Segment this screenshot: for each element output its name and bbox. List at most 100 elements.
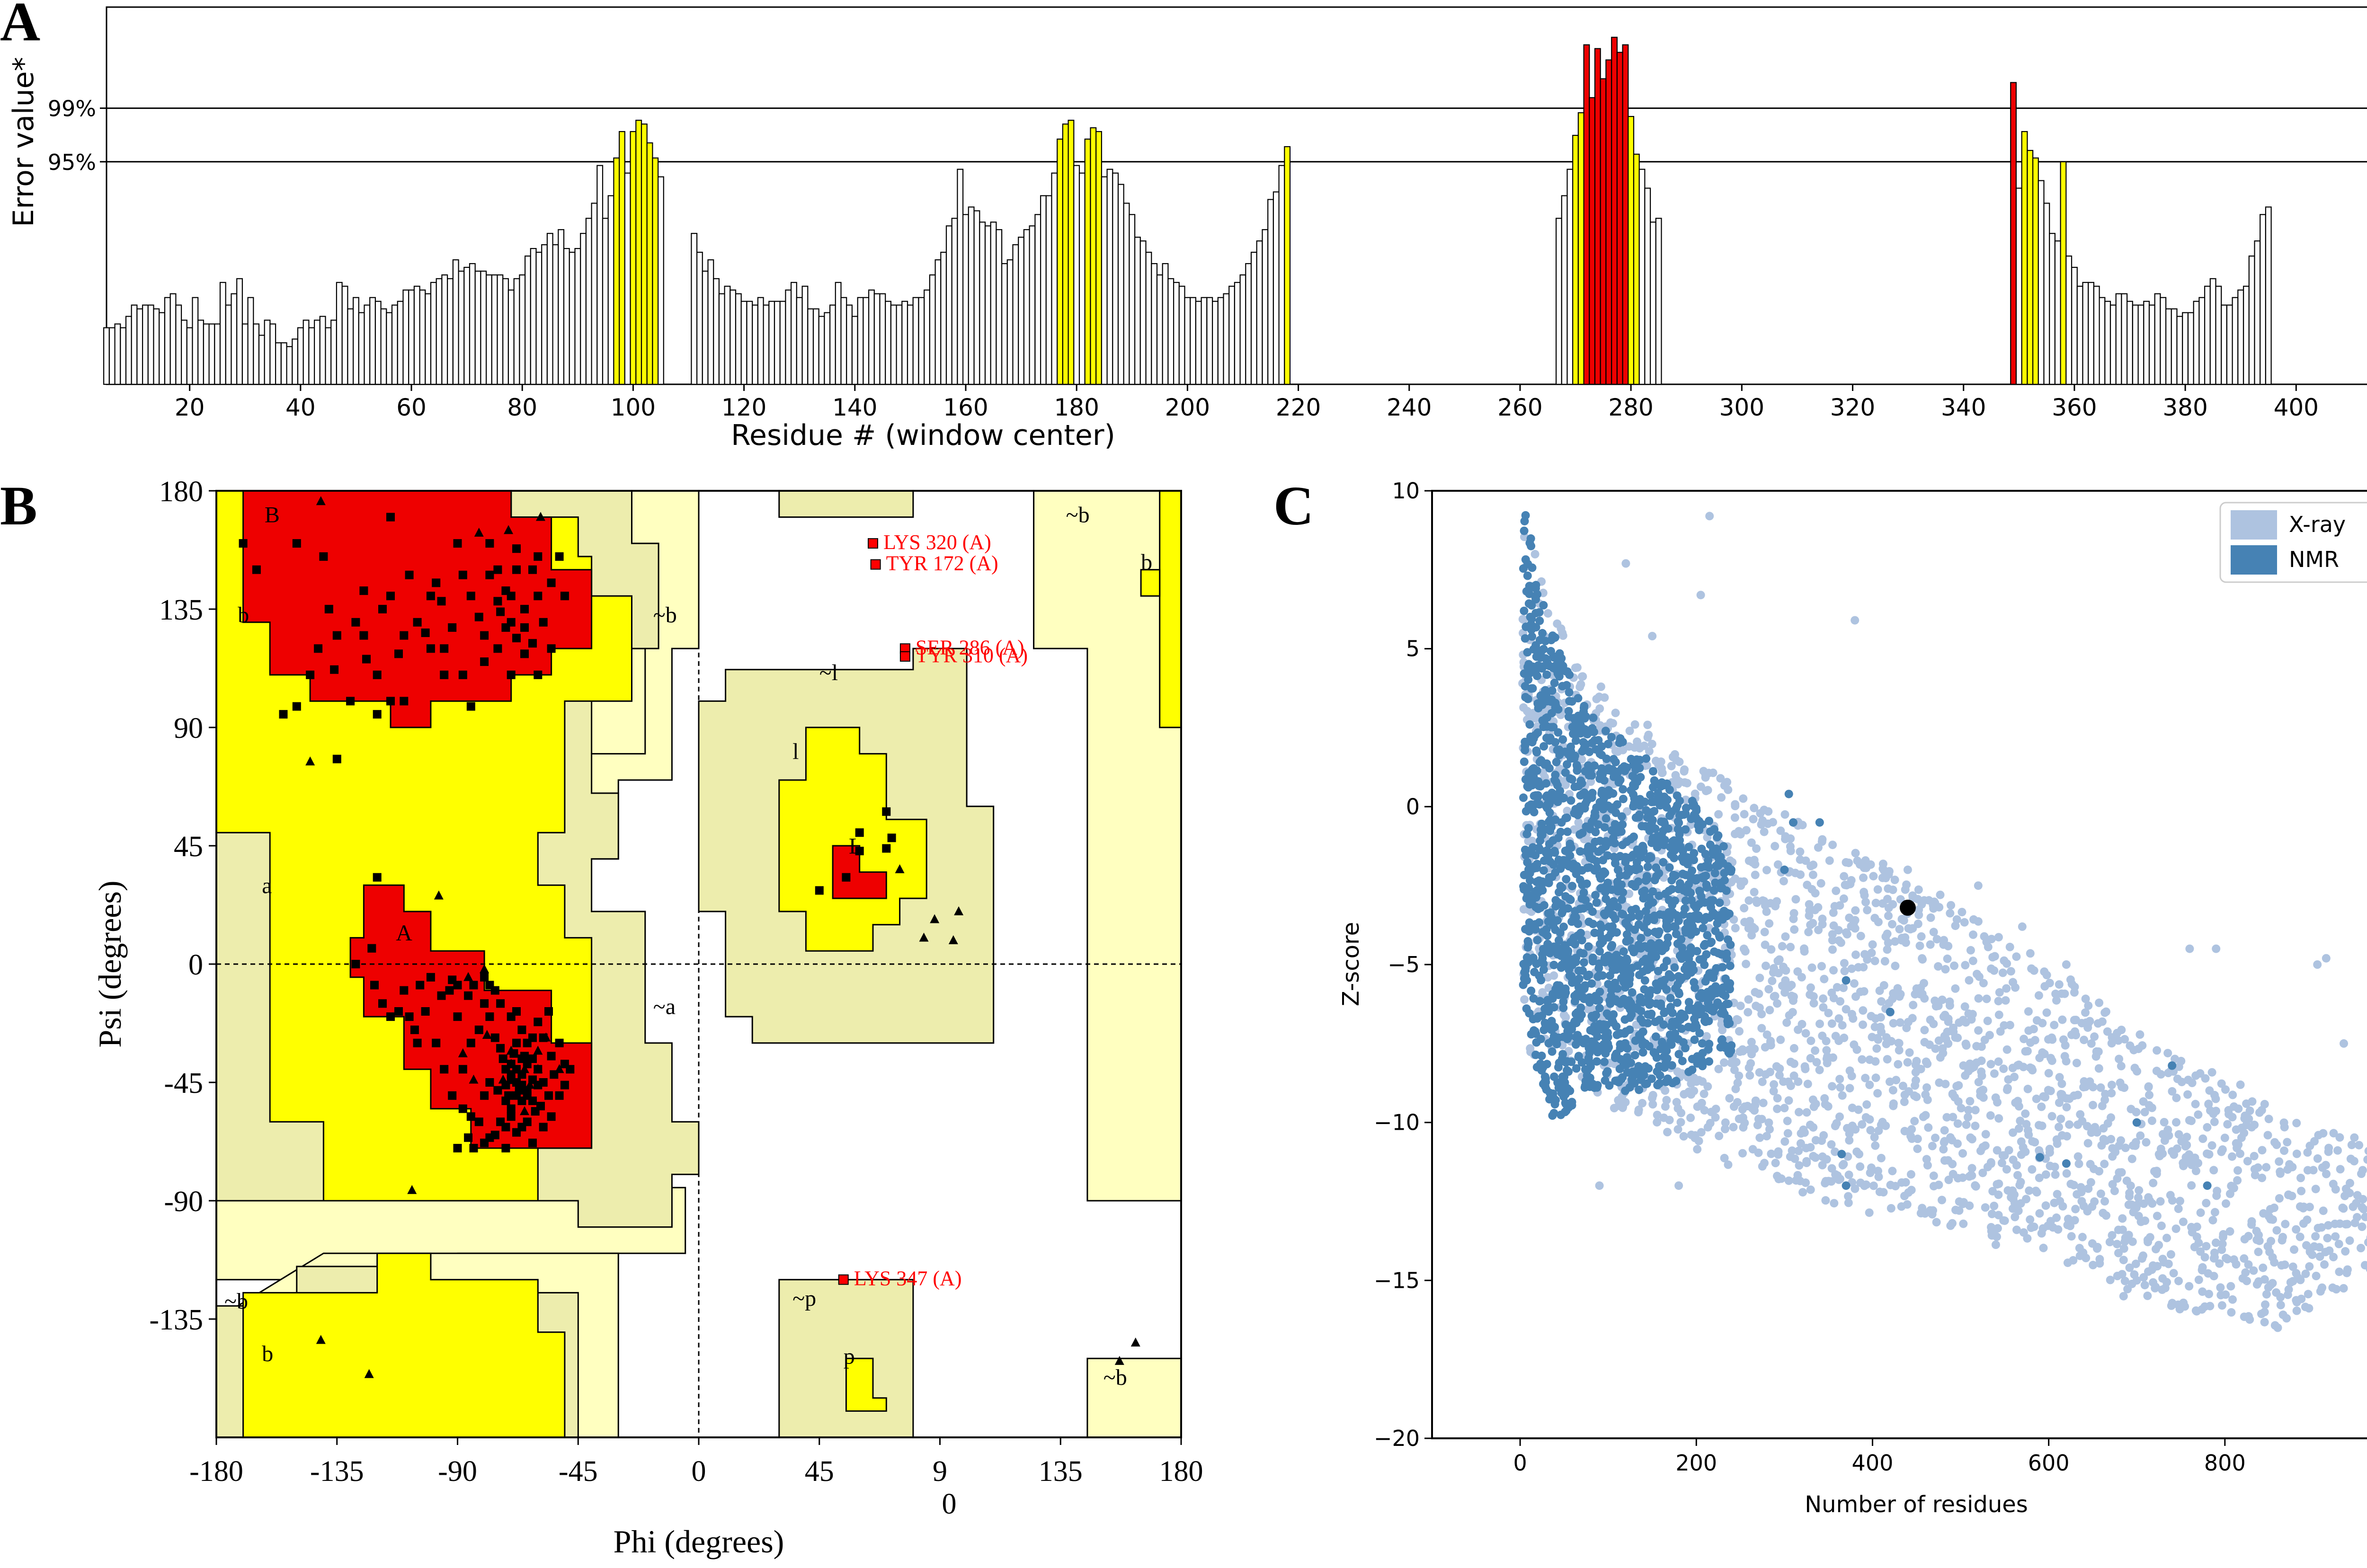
residue-point <box>496 1044 505 1053</box>
NMR-point <box>1597 742 1606 751</box>
X-ray-point <box>1957 1104 1966 1113</box>
X-ray-point <box>1850 979 1859 988</box>
errat-bar <box>325 327 332 385</box>
NMR-point <box>1552 758 1561 767</box>
X-ray-point <box>1844 1170 1853 1179</box>
X-ray-point <box>1836 1175 1844 1184</box>
NMR-point <box>1562 875 1571 884</box>
errat-bar <box>824 312 831 385</box>
residue-point <box>466 1112 475 1121</box>
errat-bar <box>801 285 809 385</box>
NMR-point <box>1592 857 1601 866</box>
NMR-point <box>1577 779 1586 788</box>
glycine-point <box>504 525 514 534</box>
NMR-point <box>1566 843 1575 852</box>
X-ray-point <box>1714 810 1723 819</box>
NMR-point <box>1653 985 1662 994</box>
X-ray-point <box>1662 1096 1671 1105</box>
X-ray-point <box>1934 962 1943 971</box>
NMR-point <box>1646 852 1655 861</box>
errat-bar <box>125 316 132 385</box>
X-ray-point <box>2086 1178 2095 1187</box>
NMR-point <box>1603 1067 1612 1076</box>
X-ray-point <box>1994 1057 2003 1066</box>
errat-bar <box>929 274 936 385</box>
X-ray-point <box>1915 941 1924 950</box>
errat-bar <box>1101 176 1108 385</box>
errat-bar <box>1245 263 1252 385</box>
X-ray-point <box>1988 953 1997 962</box>
NMR-point <box>1595 1004 1604 1013</box>
X-ray-point <box>2270 1138 2279 1147</box>
residue-point <box>560 1081 569 1090</box>
X-ray-point <box>2172 1093 2181 1102</box>
errat-bar <box>912 297 919 385</box>
allowed-region <box>778 491 914 518</box>
errat-bar <box>2038 180 2045 385</box>
residue-point <box>405 1012 414 1021</box>
X-ray-point <box>1786 1081 1795 1090</box>
NMR-point <box>1619 785 1628 794</box>
errat-bar <box>585 218 592 385</box>
rama-outliers: LYS 320 (A)TYR 172 (A)SER 286 (A)TYR 310… <box>838 531 1028 1290</box>
x-tick-label: 200 <box>1675 1450 1717 1476</box>
NMR-point <box>1527 684 1536 693</box>
X-ray-point <box>2292 1306 2301 1315</box>
X-ray-point <box>1694 1136 1703 1145</box>
X-ray-point <box>2021 1109 2030 1118</box>
X-ray-point <box>1747 931 1756 940</box>
X-ray-point <box>1883 930 1892 939</box>
residue-point <box>373 670 382 679</box>
X-ray-point <box>2240 1128 2249 1137</box>
X-ray-point <box>2072 1031 2080 1040</box>
X-ray-point <box>1824 1009 1833 1018</box>
errat-bar <box>2127 301 2133 385</box>
X-ray-point <box>1784 1096 1793 1105</box>
X-ray-point <box>1953 1139 1962 1148</box>
X-ray-point <box>1931 1044 1940 1053</box>
NMR-point <box>1550 633 1559 642</box>
X-ray-point <box>2118 1270 2127 1279</box>
residue-point <box>555 1038 564 1047</box>
errat-bar <box>1278 165 1285 385</box>
X-ray-point <box>1943 954 1952 963</box>
errat-bar <box>1566 168 1574 385</box>
X-ray-point <box>2250 1152 2259 1160</box>
errat-bar <box>2154 293 2161 385</box>
X-ray-point <box>2194 1276 2203 1285</box>
NMR-point <box>1700 941 1709 950</box>
residue-point <box>490 1033 499 1042</box>
errat-bar <box>1057 138 1063 385</box>
X-ray-point <box>1944 1014 1953 1023</box>
X-ray-point <box>1965 1201 1974 1210</box>
x-tick-label: -90 <box>438 1455 477 1488</box>
errat-bar <box>2193 301 2200 385</box>
NMR-point <box>1540 1019 1549 1028</box>
X-ray-point <box>2236 1149 2244 1158</box>
X-ray-point <box>2247 1217 2256 1226</box>
X-ray-point <box>1802 1159 1811 1167</box>
X-ray-point <box>1934 1036 1943 1045</box>
residue-point <box>437 597 446 606</box>
NMR-point <box>1609 1010 1618 1019</box>
X-ray-point <box>1714 1064 1723 1073</box>
X-ray-point <box>2021 1147 2030 1156</box>
NMR-point <box>1594 736 1603 744</box>
X-ray-point <box>2280 1260 2289 1269</box>
X-ray-outlier <box>1674 1181 1683 1190</box>
NMR-point <box>1618 820 1627 829</box>
X-ray-point <box>1740 810 1749 819</box>
X-ray-point <box>2220 1134 2229 1143</box>
errat-bar <box>713 278 720 385</box>
X-ray-point <box>1898 1081 1907 1090</box>
errat-bar <box>253 323 260 385</box>
X-ray-point <box>2209 1166 2218 1175</box>
X-ray-point <box>1787 981 1796 990</box>
X-ray-point <box>2191 1099 2200 1108</box>
errat-bar <box>1633 153 1640 385</box>
NMR-point <box>1660 835 1669 844</box>
X-ray-point <box>2358 1166 2367 1175</box>
x-tick-label: 180 <box>1159 1455 1203 1488</box>
X-ray-point <box>2056 1115 2065 1124</box>
NMR-point <box>1536 1035 1545 1044</box>
